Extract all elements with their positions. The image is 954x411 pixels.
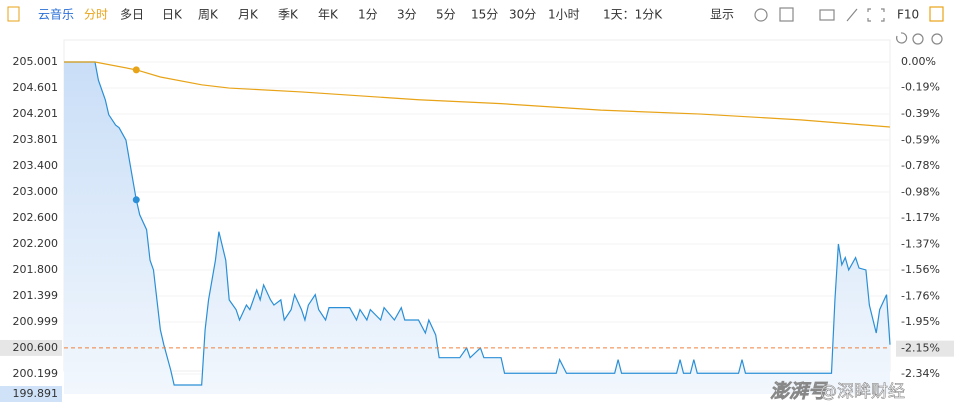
current-pct-bg [896,340,954,357]
toolbar-item[interactable]: 云音乐 [38,7,74,22]
y-tick-label: 201.399 [13,289,59,302]
toolbar-icons [754,6,944,45]
y-tick-label: 202.600 [13,211,59,224]
toolbar-item[interactable]: 3分 [397,8,417,22]
plot: 205.001 204.601 204.201 203.801 203.400 203.0… [0,39,954,402]
y-tick-label: 204.201 [13,107,59,120]
current-price-label: 200.600 [13,341,59,354]
y2-tick-label: -1.37% [901,238,940,251]
y-tick-label: 203.801 [13,133,59,146]
y2-tick-label: -0.59% [901,134,940,147]
y-tick-label: 204.601 [13,81,59,94]
toolbar-item[interactable]: 1小时 [548,8,580,22]
y2-tick-label: -2.34% [901,367,940,380]
y-tick-label: 200.999 [13,315,59,328]
toolbar-item[interactable]: 1天：1分K [603,8,663,22]
toolbar-item[interactable]: 分时 [84,8,108,22]
current-pct-label: -2.15% [901,342,940,355]
price-area [64,62,890,394]
y2-tick-label: -0.98% [901,186,940,199]
y2-tick-label: -1.56% [901,263,940,276]
plot-border [63,39,891,372]
toolbar-item[interactable]: 多日 [120,8,144,22]
y2-tick-label: -0.39% [901,107,940,120]
toolbar-item[interactable]: 5分 [436,8,456,22]
toolbar-item[interactable]: 周K [198,8,219,22]
y2-tick-label: -1.76% [901,290,940,303]
series-line [64,61,891,386]
min-bg [0,386,62,402]
logo-icon [7,6,20,22]
toolbar-item[interactable]: F10 [897,8,919,22]
toolbar: 云音乐 分时 多日 日K 周K 月K 季K 年K 1分 3分 5分 15分 30分 1小时 1天：1分K 显示… [38,7,919,22]
toolbar-item[interactable]: 30分 [509,8,536,22]
toolbar-item[interactable]: 15分 [471,8,498,22]
y2-tick-label: -0.78% [901,159,940,172]
y2-tick-label: -0.19% [901,80,940,93]
y-tick-label: 205.001 [13,55,59,68]
toolbar-item[interactable]: 年K [318,8,339,22]
y-tick-label: 200.199 [13,367,59,380]
toolbar-item[interactable]: 季K [278,8,299,22]
crosshair-dot [132,196,140,204]
toolbar-item[interactable]: 日K [162,8,183,22]
toolbar-item[interactable]: 显示 [710,8,734,22]
y-tick-label: 201.800 [13,263,59,276]
y2-tick-label: -1.95% [901,315,940,328]
y2-tick-label: -1.17% [901,211,940,224]
y-tick-label: 203.000 [13,185,59,198]
crosshair-dot [132,66,140,74]
toolbar-item[interactable]: 1分 [358,8,378,22]
current-price-bg [0,339,62,356]
watermark-author: @深眸财经 [820,382,905,402]
min-label: 199.891 [13,387,59,400]
y-tick-label: 202.200 [13,237,59,250]
y-tick-label: 203.400 [13,159,59,172]
watermark-brand: 澎湃号 [770,381,829,403]
toolbar-item[interactable]: 月K [238,8,259,22]
series-line [64,61,891,128]
y2-tick-label: 0.00% [901,55,936,68]
